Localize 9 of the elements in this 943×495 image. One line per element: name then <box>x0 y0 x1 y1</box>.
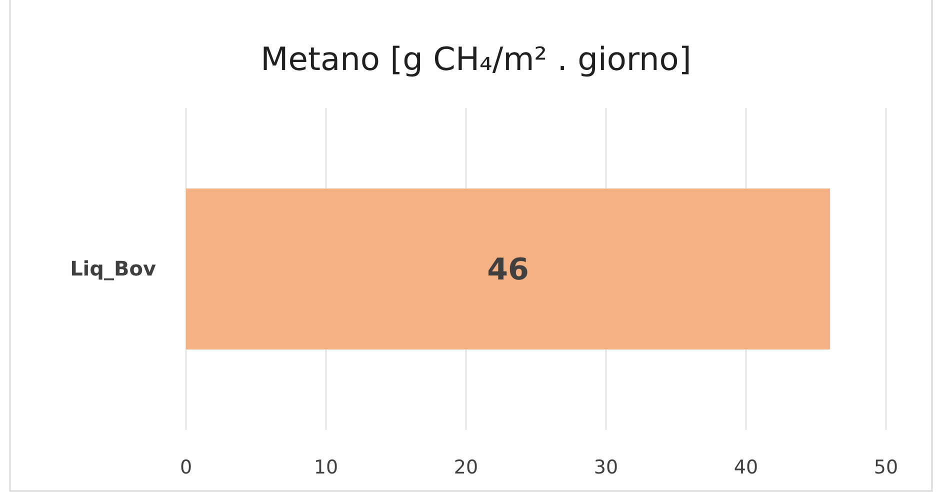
x-tick-label: 50 <box>874 456 898 478</box>
x-tick-label: 30 <box>594 456 618 478</box>
x-tick-label: 0 <box>180 456 192 478</box>
y-tick-label: Liq_Bov <box>70 256 156 280</box>
x-tick-label: 20 <box>454 456 478 478</box>
chart-title: Metano [g CH₄/m² . giorno] <box>260 40 692 78</box>
data-label: 46 <box>487 252 529 288</box>
x-tick-label: 40 <box>734 456 758 478</box>
x-tick-label: 10 <box>314 456 338 478</box>
